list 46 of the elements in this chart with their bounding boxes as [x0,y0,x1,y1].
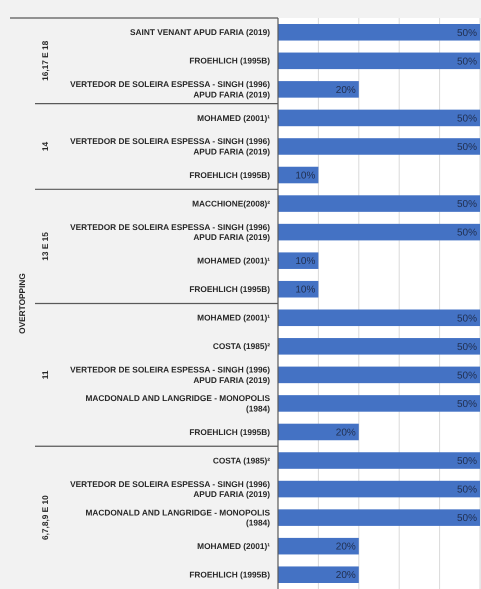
data-label: 50% [456,398,478,410]
y-tick-label: MOHAMED (2001)¹ [197,312,270,323]
data-label: 20% [336,542,356,553]
y-tick-label: MACDONALD AND LANGRIDGE - MONOPOLIS (1984) [85,507,270,528]
data-label: 50% [456,142,478,153]
text: 13 E 15 [40,232,50,261]
data-label: 50% [456,228,478,239]
text: 6,7,8,9 E 10 [40,494,50,540]
y-tick-label: VERTEDOR DE SOLEIRA ESPESSA - SINGH (1996) APUD FARIA (2019) [70,79,270,100]
text: OVERTOPPING [16,273,27,334]
data-label: 50% [456,456,478,468]
data-label: 20% [336,570,356,582]
y-tick-label: VERTEDOR DE SOLEIRA ESPESSA - SINGH (1996) APUD FARIA (2019) [70,222,270,242]
y-tick-label: VERTEDOR DE SOLEIRA ESPESSA - SINGH (1996) APUD FARIA (2019) [70,478,270,500]
data-label: 50% [456,113,478,124]
y-tick-label: FROEHLICH (1995B) [189,570,270,580]
data-label: 50% [456,28,478,39]
data-label: 10% [295,256,316,268]
data-label: 50% [456,370,478,382]
text: 16,17 E 18 [40,40,50,81]
data-label: 50% [456,513,478,524]
data-label: 10% [295,284,316,296]
data-label: 20% [336,84,356,96]
y-tick-label: FROEHLICH (1995B) [189,284,270,294]
y-tick-label: FROEHLICH (1995B) [189,170,270,180]
data-label: 10% [295,170,316,182]
y-tick-label: VERTEDOR DE SOLEIRA ESPESSA - SINGH (1996) APUD FARIA (2019) [70,364,270,385]
data-label: 20% [336,427,356,438]
y-tick-label: COSTA (1985)² [212,341,270,352]
y-tick-label: MACDONALD AND LANGRIDGE - MONOPOLIS (1984) [85,393,270,414]
y-tick-label: SAINT VENANT APUD FARIA (2019) [130,27,270,38]
text: 14 [40,141,50,152]
y-tick-label: MOHAMED (2001)¹ [197,256,270,266]
y-tick-label: FROEHLICH (1995B) [189,56,270,66]
y-tick-label: MACCHIONE(2008)² [192,198,270,208]
y-tick-label: FROEHLICH (1995B) [189,426,270,437]
data-label: 50% [456,313,478,324]
y-tick-label: MOHAMED (2001)¹ [197,541,270,552]
data-label: 50% [456,199,478,210]
data-label: 50% [456,484,478,496]
data-label: 50% [456,56,478,68]
y-tick-label: COSTA (1985)² [212,455,270,466]
y-tick-label: MOHAMED (2001)¹ [197,112,270,123]
y-tick-label: VERTEDOR DE SOLEIRA ESPESSA - SINGH (1996) APUD FARIA (2019) [70,136,270,157]
data-label: 50% [456,342,478,353]
text: 11 [40,370,50,380]
